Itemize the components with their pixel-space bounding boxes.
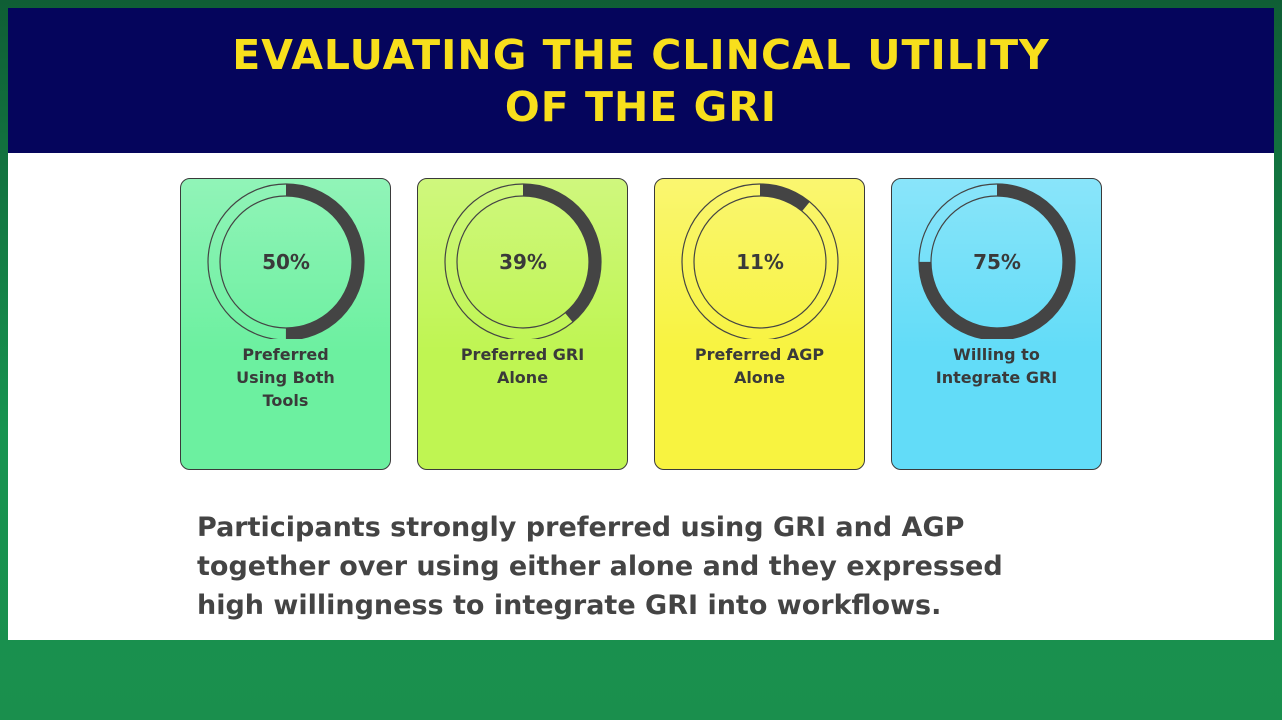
donut-arc <box>445 184 601 339</box>
donut-arc <box>919 184 1075 339</box>
category-label: Preferred AGP Alone <box>694 345 825 387</box>
category-label: Preferred Using Both Tools <box>236 345 335 410</box>
value-label: 39% <box>499 250 547 274</box>
donut-arc <box>682 184 838 339</box>
category-label: Preferred GRI Alone <box>460 345 585 387</box>
chart-title: EVALUATING THE CLINCAL UTILITY OF THE GR… <box>232 30 1050 131</box>
donut-arc <box>208 184 364 339</box>
card: 50% Preferred Using Both Tools <box>180 178 391 470</box>
value-label: 50% <box>262 250 310 274</box>
donut: 50% <box>207 183 365 339</box>
card: 39% Preferred GRI Alone <box>417 178 628 470</box>
card: 75% Willing to Integrate GRI <box>891 178 1102 470</box>
donut: 39% <box>444 183 602 339</box>
value-label: 75% <box>973 250 1021 274</box>
panel: Participants strongly preferred using GR… <box>8 153 1274 640</box>
header: EVALUATING THE CLINCAL UTILITY OF THE GR… <box>8 8 1274 153</box>
annotation: Participants strongly preferred using GR… <box>197 512 1003 621</box>
donut: 11% <box>681 183 839 339</box>
category-label: Willing to Integrate GRI <box>935 345 1058 387</box>
card: 11% Preferred AGP Alone <box>654 178 865 470</box>
value-label: 11% <box>736 250 784 274</box>
donut: 75% <box>918 183 1076 339</box>
